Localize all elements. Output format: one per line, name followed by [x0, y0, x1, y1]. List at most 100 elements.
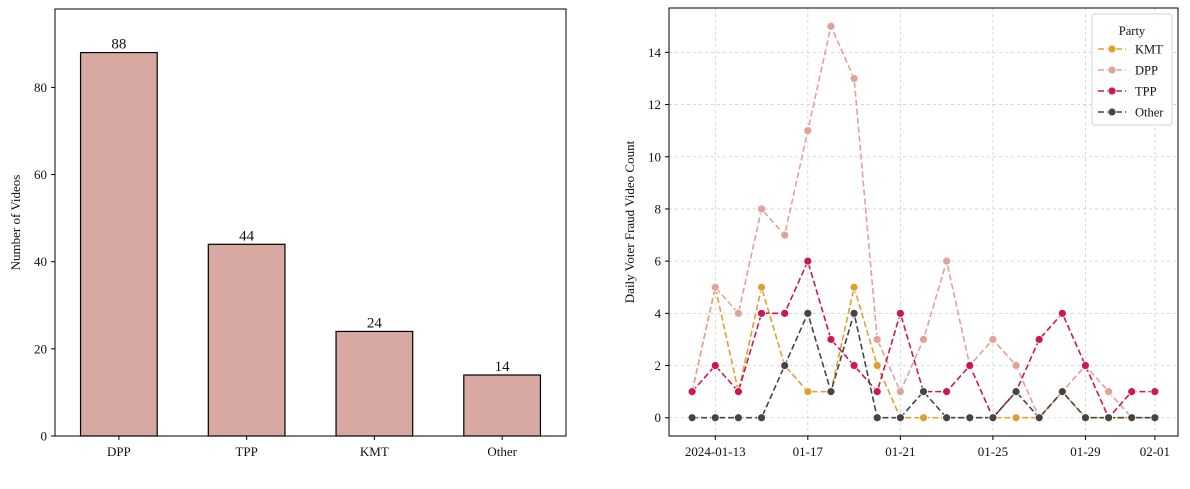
- y-tick-label: 4: [655, 306, 662, 321]
- data-point-other: [1057, 387, 1067, 397]
- data-point-tpp: [1081, 361, 1090, 370]
- data-point-other: [803, 308, 813, 318]
- data-point-kmt: [919, 413, 928, 423]
- legend-item: DPP: [1098, 64, 1158, 78]
- data-point-tpp: [849, 361, 859, 370]
- data-point-tpp: [826, 335, 836, 344]
- y-tick-label: 12: [648, 97, 661, 112]
- data-point-dpp: [826, 21, 836, 31]
- series-line-other: [692, 310, 1155, 419]
- data-point-other: [780, 361, 790, 370]
- data-point-kmt: [872, 361, 882, 370]
- y-tick-label: 0: [655, 410, 662, 425]
- y-tick-label: 40: [34, 254, 47, 269]
- x-tick-label: 01-25: [978, 444, 1008, 459]
- data-point-kmt: [849, 282, 859, 292]
- data-point-other: [757, 413, 766, 423]
- data-point-dpp: [942, 256, 952, 266]
- data-point-tpp: [734, 387, 743, 397]
- data-point-other: [849, 308, 859, 318]
- bar: [207, 243, 286, 437]
- y-tick-label: 6: [655, 254, 662, 269]
- x-tick-label: KMT: [360, 444, 389, 459]
- data-point-other: [988, 413, 998, 423]
- data-point-other: [687, 413, 697, 423]
- data-point-other: [1011, 387, 1021, 397]
- plot-frame: [668, 7, 1179, 437]
- data-point-tpp: [965, 361, 975, 370]
- y-axis-label: Daily Voter Fraud Video Count: [622, 140, 637, 303]
- data-point-tpp: [895, 308, 905, 318]
- data-point-other: [826, 387, 836, 397]
- data-point-other: [872, 413, 882, 423]
- data-point-dpp: [1104, 387, 1113, 397]
- legend-item: TPP: [1098, 85, 1157, 99]
- x-tick-label: 2024-01-13: [685, 444, 746, 459]
- data-point-tpp: [1150, 387, 1160, 397]
- bar: [463, 374, 542, 437]
- data-point-dpp: [757, 204, 766, 214]
- data-point-tpp: [1127, 387, 1137, 397]
- data-point-dpp: [710, 282, 720, 292]
- data-point-other: [1127, 413, 1137, 423]
- bar-chart: 88 DPP 44 TPP 24 KMT 14 Other 0 20 40 60 80 Number of…: [8, 8, 567, 459]
- x-tick-label: 01-21: [885, 444, 915, 459]
- x-tick-label: TPP: [235, 444, 257, 459]
- plot-frame: [54, 8, 567, 437]
- data-point-other: [919, 387, 928, 397]
- bar-value-label: 44: [239, 228, 255, 244]
- data-point-other: [1034, 413, 1044, 423]
- y-tick-label: 0: [41, 429, 48, 444]
- y-tick-label: 20: [34, 341, 47, 356]
- x-tick-label: 01-29: [1070, 444, 1100, 459]
- x-tick-label: 02-01: [1140, 444, 1170, 459]
- data-point-tpp: [687, 387, 697, 397]
- data-point-tpp: [872, 387, 882, 397]
- legend-frame: [1091, 13, 1173, 126]
- bar: [79, 51, 158, 437]
- data-point-other: [710, 413, 720, 423]
- data-point-other: [1104, 413, 1113, 423]
- bar-value-label: 14: [495, 359, 511, 375]
- data-point-tpp: [1057, 308, 1067, 318]
- data-point-dpp: [872, 335, 882, 344]
- data-point-kmt: [1011, 413, 1021, 423]
- data-point-dpp: [895, 387, 905, 397]
- y-tick-label: 14: [648, 45, 662, 60]
- y-tick-label: 8: [655, 201, 662, 216]
- legend-marker: [1107, 86, 1117, 96]
- data-point-other: [965, 413, 975, 423]
- line-chart: 2024-01-13 01-17 01-21 01-25 01-29 02-01 0 2 4 6 8…: [622, 7, 1179, 459]
- legend-marker: [1107, 44, 1117, 54]
- data-point-other: [1081, 413, 1090, 423]
- legend-marker: [1107, 107, 1117, 117]
- series-line-dpp: [691, 23, 1155, 420]
- legend-item: Other: [1098, 106, 1164, 120]
- legend-item: KMT: [1098, 43, 1163, 57]
- data-point-other: [1150, 413, 1160, 423]
- data-point-dpp: [849, 74, 859, 83]
- data-point-other: [942, 413, 952, 423]
- legend-marker: [1107, 65, 1117, 75]
- data-point-dpp: [803, 126, 813, 136]
- legend: Party KMT DPP TPP Other: [1091, 13, 1173, 126]
- x-tick-label: 01-17: [793, 444, 824, 459]
- legend-label: DPP: [1135, 64, 1158, 78]
- data-point-dpp: [734, 308, 743, 318]
- bar-value-label: 24: [367, 315, 383, 331]
- y-tick-label: 60: [34, 167, 47, 182]
- legend-label: KMT: [1135, 43, 1163, 57]
- bar-value-label: 88: [111, 37, 126, 53]
- data-point-other: [734, 413, 743, 423]
- legend-title: Party: [1119, 24, 1146, 38]
- data-point-tpp: [780, 308, 790, 318]
- bar: [335, 330, 414, 437]
- data-point-tpp: [942, 387, 952, 397]
- x-tick-label: Other: [487, 444, 517, 459]
- y-tick-label: 2: [655, 358, 662, 373]
- data-point-tpp: [710, 361, 720, 370]
- y-tick-label: 80: [34, 80, 47, 95]
- y-axis-label: Number of Videos: [8, 175, 23, 271]
- legend-label: TPP: [1135, 85, 1157, 99]
- data-point-other: [895, 413, 905, 423]
